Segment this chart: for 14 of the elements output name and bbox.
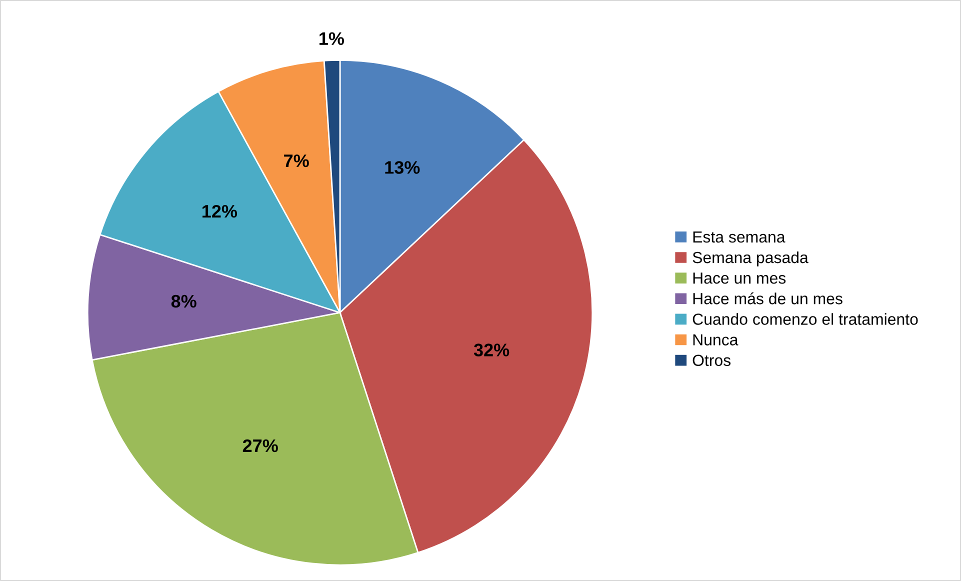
- data-label: 1%: [320, 32, 344, 45]
- data-label: 8%: [171, 294, 196, 308]
- legend-label: Otros: [692, 354, 731, 366]
- legend-label: Hace un mes: [693, 272, 786, 284]
- data-label: 32%: [474, 344, 510, 356]
- legend-label: Nunca: [693, 334, 738, 346]
- data-label: 13%: [385, 161, 420, 174]
- data-label: 7%: [284, 154, 309, 168]
- legend-label: Semana pasada: [692, 251, 808, 266]
- legend-label: Esta semana: [693, 231, 786, 243]
- legend-label: Hace más de un mes: [693, 292, 842, 304]
- data-label: 12%: [202, 204, 238, 218]
- data-label: 27%: [242, 439, 278, 452]
- legend-label: Cuando comenzo el tratamiento: [692, 313, 918, 325]
